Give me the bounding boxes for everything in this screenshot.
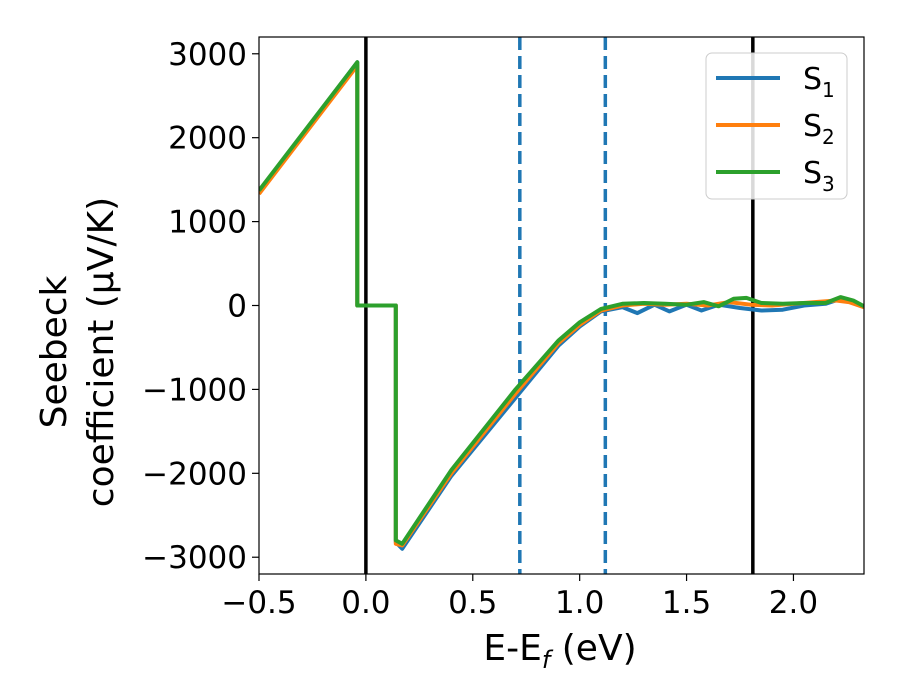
x-tick-label: 1.0 xyxy=(555,585,604,621)
y-tick-label: 0 xyxy=(227,289,247,325)
y-tick-label: −2000 xyxy=(142,456,247,492)
legend-label-S2: S2 xyxy=(803,109,835,149)
legend-label-S3: S3 xyxy=(803,156,835,196)
y-tick-label: −3000 xyxy=(142,540,247,576)
series-lines xyxy=(259,60,864,551)
y-tick-label: 2000 xyxy=(168,121,247,157)
x-tick-label: 1.5 xyxy=(662,585,711,621)
x-tick-label: 0.0 xyxy=(341,585,390,621)
series-line-S3 xyxy=(259,60,864,546)
x-tick-label: −0.5 xyxy=(221,585,296,621)
y-tick-label: 1000 xyxy=(168,205,247,241)
x-tick-label: 0.5 xyxy=(448,585,497,621)
x-tick-label: 2.0 xyxy=(769,585,818,621)
y-axis-title-line1: Seebeck xyxy=(34,275,75,428)
y-tick-label: 3000 xyxy=(168,37,247,73)
y-tick-label: −1000 xyxy=(142,372,247,408)
legend-label-S1: S1 xyxy=(803,62,835,102)
y-axis-title-line2: coefficient (μV/K) xyxy=(81,197,122,507)
legend: S1 S2 S3 xyxy=(705,52,848,200)
x-axis-title: E-Ef (eV) xyxy=(483,628,636,674)
x-axis-ticks: −0.5 0.0 0.5 1.0 1.5 2.0 xyxy=(221,574,818,621)
y-axis-ticks: 3000 2000 1000 0 −1000 −2000 −3000 xyxy=(142,37,259,576)
